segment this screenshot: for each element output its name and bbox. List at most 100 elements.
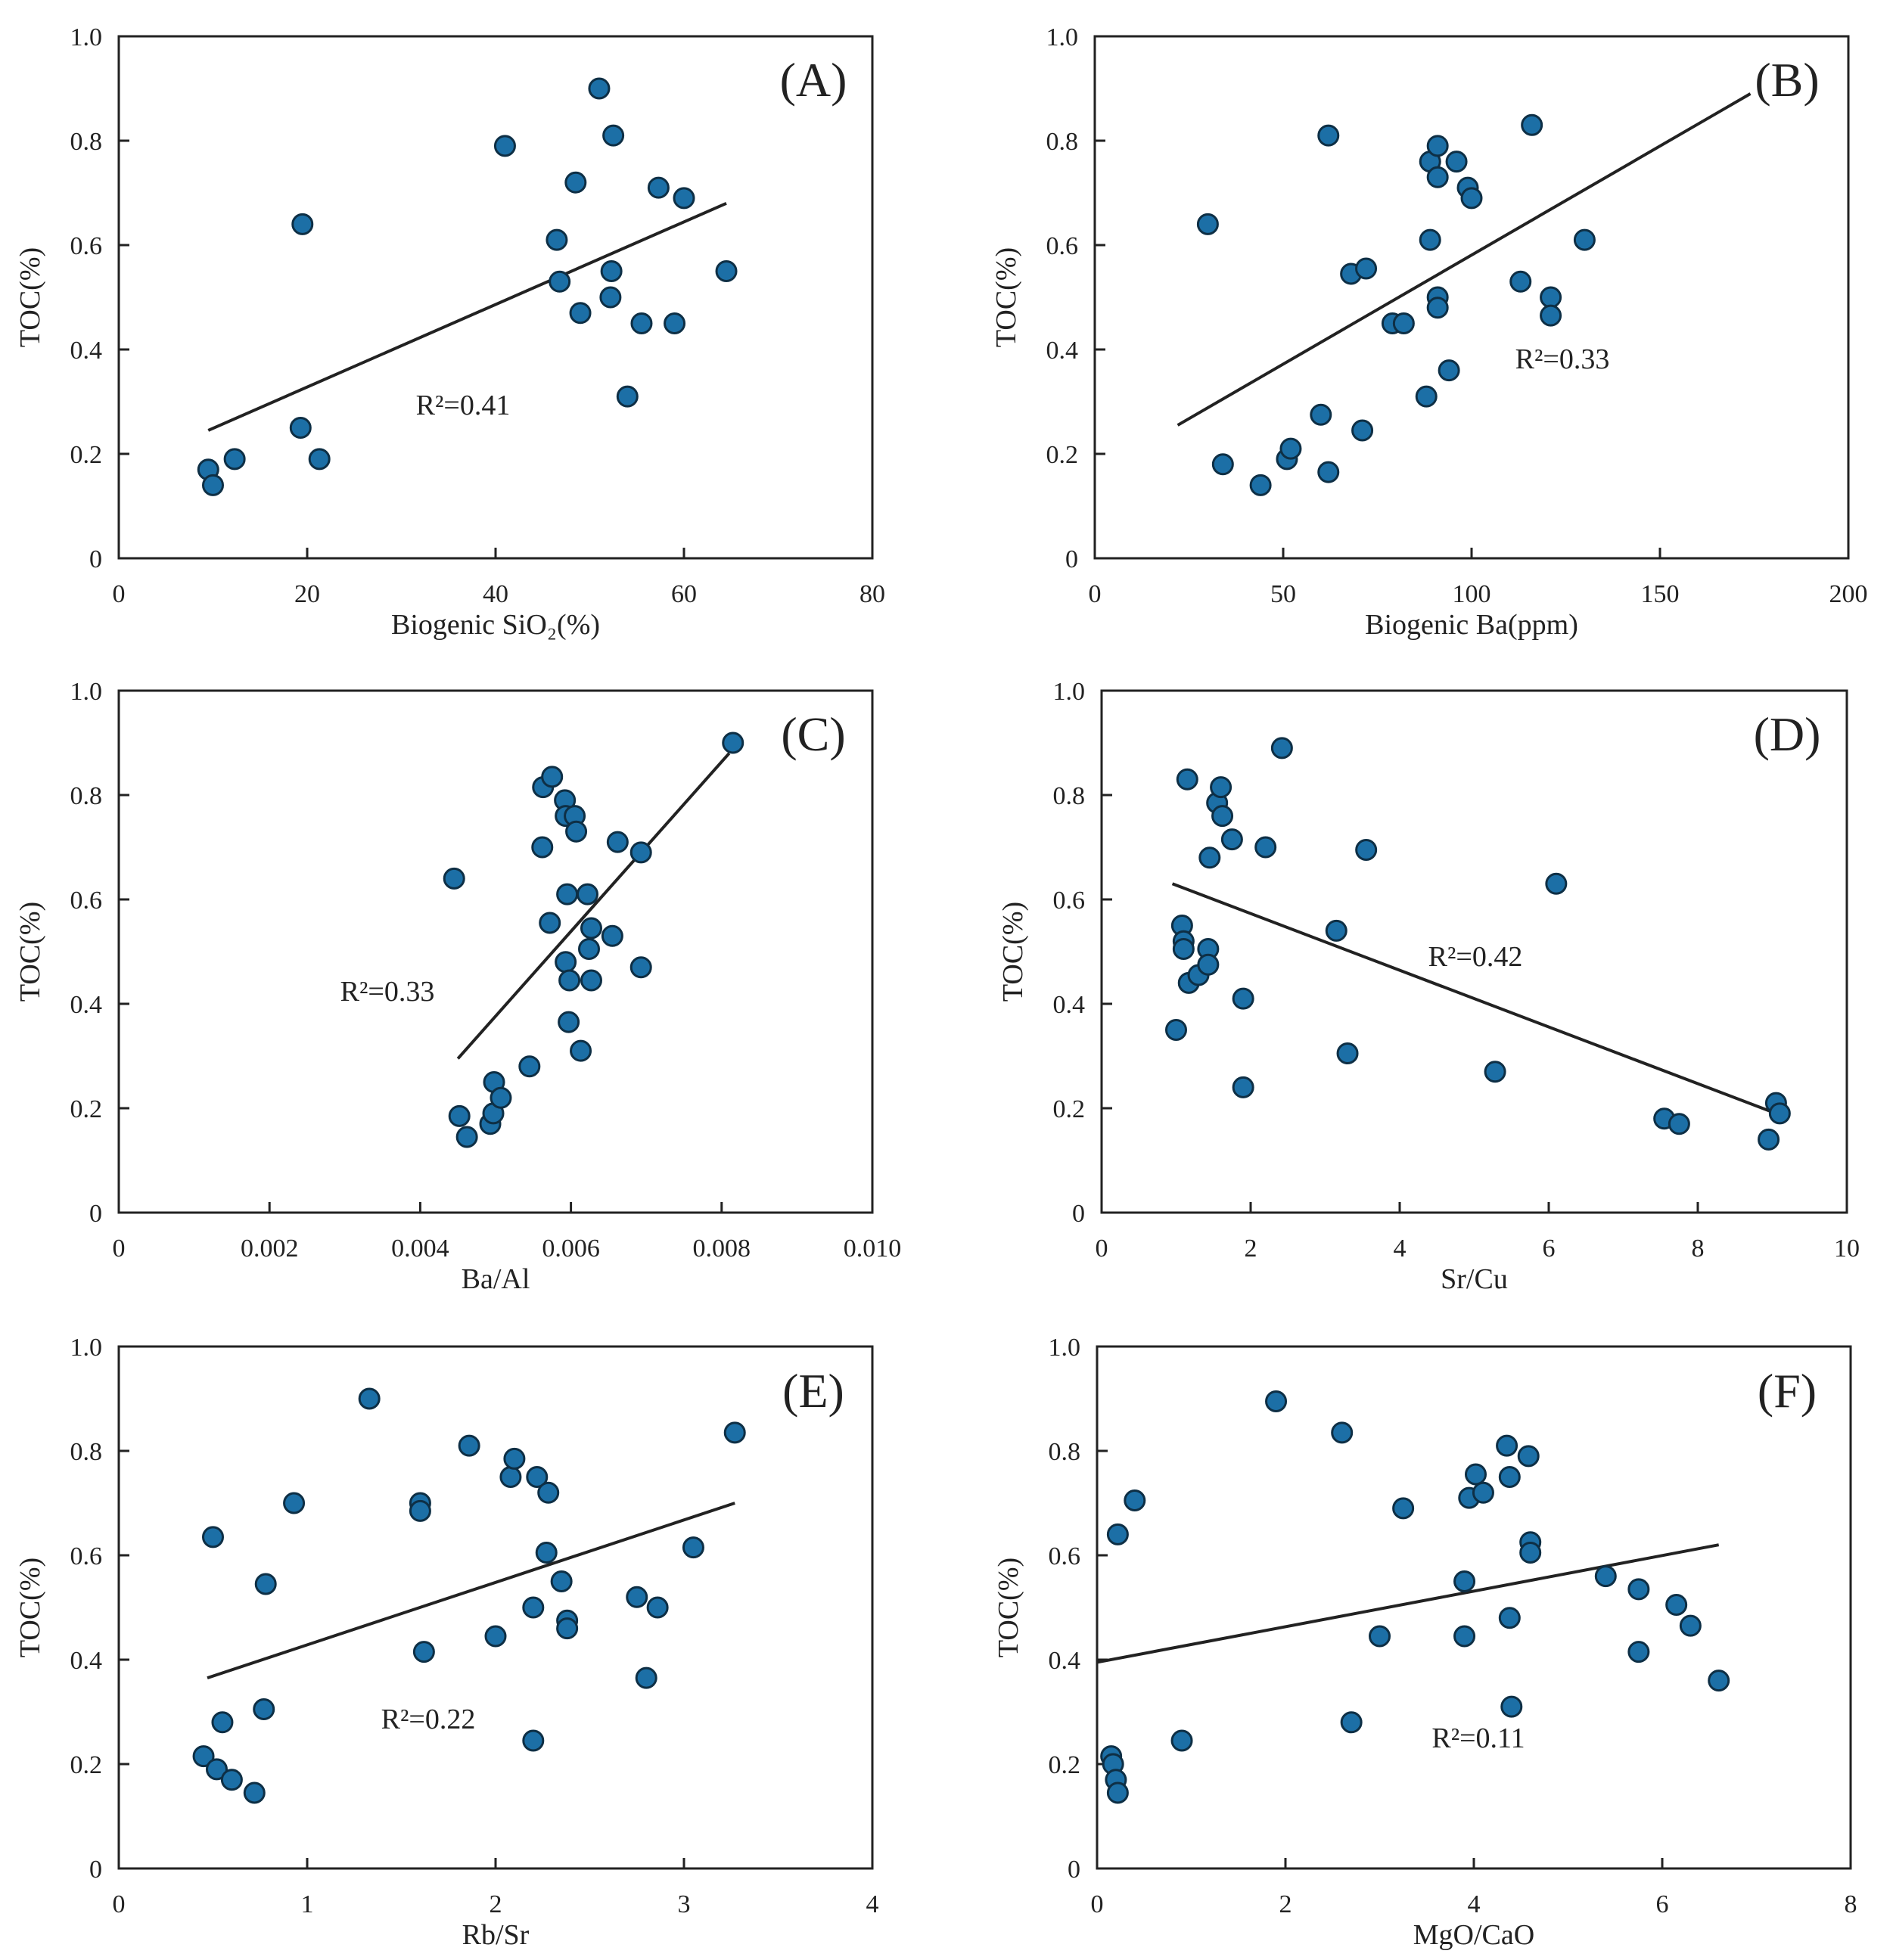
data-point xyxy=(570,1039,592,1062)
data-point xyxy=(1172,938,1195,961)
data-point xyxy=(1419,228,1441,251)
x-tick-label: 100 xyxy=(1453,580,1491,608)
data-point xyxy=(1211,453,1234,476)
data-point xyxy=(503,1447,526,1470)
y-tick-label: 0 xyxy=(1072,1200,1085,1228)
x-axis-label: MgO/CaO xyxy=(1413,1919,1534,1951)
plot-frame xyxy=(117,689,874,1214)
data-point xyxy=(626,1586,648,1608)
y-axis-label: TOC(%) xyxy=(990,247,1022,347)
y-tick-label: 0 xyxy=(1068,1856,1080,1884)
data-point xyxy=(541,766,564,788)
y-axis-label: TOC(%) xyxy=(997,902,1029,1002)
y-tick-label: 0 xyxy=(89,545,102,573)
data-point xyxy=(565,820,588,843)
data-point xyxy=(1708,1670,1730,1692)
x-tick-label: 0 xyxy=(1089,580,1102,608)
data-point xyxy=(635,1666,657,1689)
x-tick-label: 4 xyxy=(1468,1890,1481,1918)
plot-frame xyxy=(1100,689,1848,1214)
y-tick-label: 0.4 xyxy=(70,991,103,1019)
x-tick-label: 60 xyxy=(671,580,697,608)
y-tick-label: 0.8 xyxy=(1046,128,1079,156)
x-tick-label: 0 xyxy=(113,580,126,608)
data-point xyxy=(412,1641,435,1663)
data-point xyxy=(202,1526,224,1548)
y-tick-label: 0.2 xyxy=(70,441,103,469)
data-point xyxy=(490,1086,512,1109)
data-point xyxy=(1498,1607,1521,1629)
y-tick-label: 0.6 xyxy=(70,232,103,260)
data-point xyxy=(1106,1523,1129,1545)
data-point xyxy=(253,1698,275,1721)
data-point xyxy=(522,1596,545,1619)
plot-frame xyxy=(1093,35,1850,560)
data-point xyxy=(484,1625,507,1648)
data-point xyxy=(569,302,592,325)
data-point xyxy=(602,124,625,147)
x-tick-label: 2 xyxy=(490,1890,502,1918)
r2-label: R²=0.22 xyxy=(381,1704,476,1735)
data-point xyxy=(580,969,602,992)
data-point xyxy=(518,1055,541,1078)
data-point xyxy=(1453,1570,1476,1592)
panel-tag: (C) xyxy=(781,707,845,761)
x-tick-label: 4 xyxy=(1394,1235,1407,1263)
data-point xyxy=(606,831,629,853)
data-point xyxy=(1426,297,1449,319)
data-point xyxy=(629,841,652,864)
r2-label: R²=0.42 xyxy=(1428,941,1523,973)
data-point xyxy=(1197,953,1220,976)
data-point xyxy=(1498,1466,1521,1488)
data-point xyxy=(1540,286,1562,309)
x-axis-label: Sr/Cu xyxy=(1441,1263,1508,1295)
data-point xyxy=(358,1387,381,1410)
x-tick-label: 0 xyxy=(1091,1890,1104,1918)
y-tick-label: 0.4 xyxy=(70,337,103,365)
y-tick-label: 0.8 xyxy=(70,1438,103,1466)
y-tick-label: 0.6 xyxy=(1053,887,1086,915)
data-point xyxy=(1211,805,1234,828)
y-tick-label: 1.0 xyxy=(70,678,103,706)
data-point xyxy=(1220,828,1243,851)
y-tick-label: 0.2 xyxy=(1046,441,1079,469)
y-tick-label: 0.6 xyxy=(70,887,103,915)
x-tick-label: 8 xyxy=(1692,1235,1705,1263)
trend-line xyxy=(207,1502,735,1680)
y-tick-label: 0.8 xyxy=(1053,782,1086,810)
plot-frame xyxy=(117,35,874,560)
data-point xyxy=(647,176,670,199)
x-tick-label: 0.006 xyxy=(542,1235,600,1263)
data-point xyxy=(205,1758,228,1781)
data-point xyxy=(455,1126,478,1148)
data-point xyxy=(448,1104,471,1127)
panel-tag: (E) xyxy=(782,1364,844,1418)
data-point xyxy=(1545,872,1568,895)
data-point xyxy=(558,1011,580,1033)
x-tick-label: 80 xyxy=(859,580,885,608)
y-tick-label: 1.0 xyxy=(70,1334,103,1362)
y-axis-label: TOC(%) xyxy=(993,1558,1024,1657)
data-point xyxy=(600,260,623,282)
data-point xyxy=(1426,166,1449,188)
data-point xyxy=(646,1596,669,1619)
y-tick-label: 0.2 xyxy=(70,1095,103,1123)
panel-e: 0 1 2 3 4 0 0.2 0.4 0.6 0.8 1.0 Rb/Sr TOC(%) (E) R²=0.… xyxy=(14,1334,879,1951)
trend-line xyxy=(1171,882,1777,1115)
y-tick-label: 0.6 xyxy=(1046,232,1079,260)
y-tick-label: 0.6 xyxy=(1049,1542,1081,1570)
data-point xyxy=(1196,213,1219,235)
data-point xyxy=(1438,359,1460,382)
data-point xyxy=(1232,1076,1254,1098)
data-point xyxy=(535,1542,558,1564)
data-point xyxy=(283,1492,306,1514)
data-point xyxy=(1519,1542,1542,1564)
panel-tag: (F) xyxy=(1758,1364,1817,1418)
data-point xyxy=(493,135,516,157)
x-tick-label: 200 xyxy=(1829,580,1868,608)
panel-d: 0 2 4 6 8 10 0 0.2 0.4 0.6 0.8 1.0 Sr/Cu TOC(%) (D) R²=… xyxy=(997,678,1860,1295)
data-point xyxy=(539,912,561,934)
x-tick-label: 40 xyxy=(483,580,508,608)
x-tick-label: 10 xyxy=(1834,1235,1860,1263)
data-point xyxy=(588,77,611,100)
